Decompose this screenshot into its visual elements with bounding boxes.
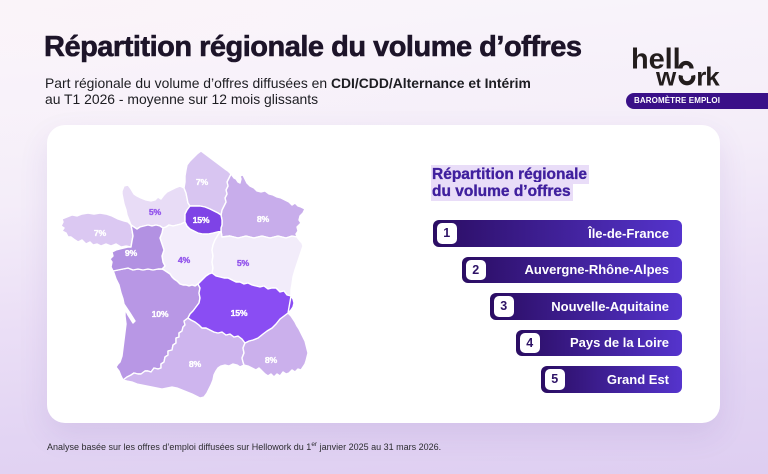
svg-text:8%: 8% — [265, 355, 278, 365]
svg-text:w: w — [655, 61, 677, 91]
svg-text:15%: 15% — [193, 215, 210, 225]
svg-text:15%: 15% — [231, 308, 248, 318]
svg-text:7%: 7% — [196, 177, 209, 187]
svg-text:5%: 5% — [149, 207, 162, 217]
svg-text:8%: 8% — [189, 359, 202, 369]
svg-text:5%: 5% — [237, 258, 250, 268]
svg-text:8%: 8% — [257, 214, 270, 224]
svg-text:hell: hell — [631, 44, 681, 76]
svg-text:7%: 7% — [94, 228, 107, 238]
svg-text:10%: 10% — [152, 309, 169, 319]
svg-text:rk: rk — [696, 61, 720, 91]
svg-text:9%: 9% — [125, 248, 138, 258]
svg-text:4%: 4% — [178, 255, 191, 265]
